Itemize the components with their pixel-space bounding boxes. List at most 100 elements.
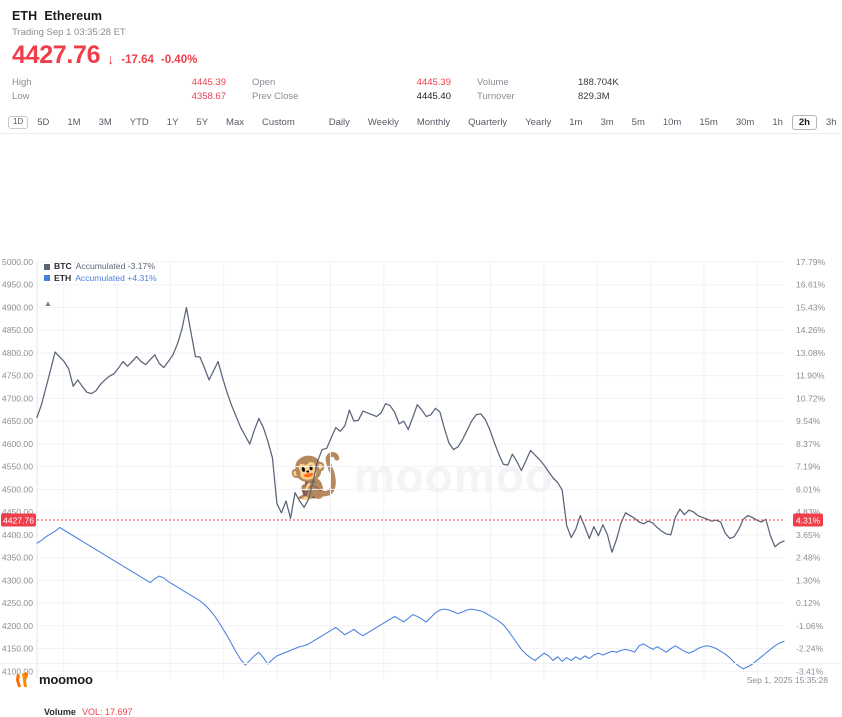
interval-5m-button[interactable]: 5m [631, 117, 645, 128]
interval-15m-button[interactable]: 15m [699, 117, 718, 128]
y-axis-left-tick: 4250.00 [2, 598, 33, 608]
y-axis-right-tick: 17.79% [796, 257, 826, 267]
stat-value-open: 4445.39 [416, 77, 451, 88]
current-price-badge-left: 4427.76 [1, 513, 36, 527]
y-axis-left-tick: 4900.00 [2, 302, 33, 312]
volume-panel-title: Volume [44, 707, 76, 717]
y-axis-left-tick: 4350.00 [2, 553, 33, 563]
y-axis-right-tick: 15.43% [796, 302, 826, 312]
range-1d-button[interactable]: 1D [8, 116, 29, 129]
quote-header: ETH Ethereum Trading Sep 1 03:35:28 ET 4… [0, 0, 842, 102]
interval-1h-button[interactable]: 1h [772, 117, 783, 128]
legend-item-eth[interactable]: ETH Accumulated +4.31% [44, 273, 157, 285]
y-axis-left-tick: 4150.00 [2, 644, 33, 654]
svg-text:4427.76: 4427.76 [3, 515, 34, 525]
y-axis-right-tick: 3.65% [796, 530, 821, 540]
last-price: 4427.76 [12, 41, 101, 69]
y-axis-left-tick: 5000.00 [2, 257, 33, 267]
legend-value-eth: Accumulated +4.31% [75, 272, 157, 283]
y-axis-right-tick: -1.06% [796, 621, 824, 631]
y-axis-right-tick: 9.54% [796, 416, 821, 426]
symbol-row: ETH Ethereum [12, 9, 830, 23]
series-line-btc [36, 306, 785, 553]
page-footer: moomoo Sep 1, 2025 15:35:28 [0, 663, 842, 695]
y-axis-right-tick: 13.08% [796, 348, 826, 358]
brand-name: moomoo [39, 672, 93, 687]
price-change: -17.64 [121, 53, 154, 66]
symbol-name: Ethereum [44, 9, 102, 23]
range-ytd-button[interactable]: YTD [129, 117, 149, 128]
y-axis-right-tick: 14.26% [796, 325, 826, 335]
period-monthly-button[interactable]: Monthly [416, 117, 451, 128]
y-axis-right-tick: 8.37% [796, 439, 821, 449]
y-axis-left-tick: 4450.00 [2, 507, 33, 517]
period-quarterly-button[interactable]: Quarterly [468, 117, 508, 128]
y-axis-right-tick: -2.24% [796, 644, 824, 654]
price-chart-svg[interactable]: 5000.00 17.79% 4950.00 16.61% 4900.00 15.43% 4… [0, 134, 842, 679]
legend-name-btc: BTC [54, 261, 72, 271]
footer-timestamp: Sep 1, 2025 15:35:28 [746, 674, 828, 685]
interval-3m-button[interactable]: 3m [600, 117, 614, 128]
y-axis-left-tick: 4750.00 [2, 371, 33, 381]
range-5d-button[interactable]: 5D [37, 117, 50, 128]
y-axis-left-tick: 4550.00 [2, 462, 33, 472]
y-axis-right-tick: 0.12% [796, 598, 821, 608]
interval-2h-button[interactable]: 2h [791, 115, 817, 130]
quote-stats: High 4445.39 Open 4445.39 Volume 188.704… [12, 77, 830, 102]
interval-3h-button[interactable]: 3h [825, 117, 837, 128]
period-yearly-button[interactable]: Yearly [525, 117, 552, 128]
legend-item-btc[interactable]: BTC Accumulated -3.17% [44, 261, 157, 273]
stat-value-turnover: 829.3M [578, 91, 610, 102]
volume-current-value: VOL: 17.697 [82, 707, 133, 717]
stat-label-high: High [12, 77, 32, 88]
period-daily-button[interactable]: Daily [328, 117, 350, 128]
y-axis-right-tick: 7.19% [796, 462, 821, 472]
interval-1m-button[interactable]: 1m [569, 117, 583, 128]
y-axis-left-tick: 4200.00 [2, 621, 33, 631]
trading-status: Trading Sep 1 03:35:28 ET [12, 27, 126, 38]
chart-watermark: 🐒 moomoo [0, 449, 842, 503]
y-axis-right-tick: -3.41% [796, 666, 824, 676]
y-axis-right-tick: 10.72% [796, 393, 826, 403]
interval-30m-button[interactable]: 30m [735, 117, 755, 128]
stat-label-turnover: Turnover [477, 91, 515, 102]
moomoo-logo-icon [16, 671, 28, 687]
y-axis-left-tick: 4600.00 [2, 439, 33, 449]
legend-swatch-eth [44, 275, 50, 282]
price-row: 4427.76 ↓ -17.64 -0.40% [12, 43, 830, 68]
current-change-badge-right: 4.31% [793, 513, 823, 527]
y-axis-left-tick: 4100.00 [2, 666, 33, 676]
range-1y-button[interactable]: 1Y [166, 117, 179, 128]
watermark-text: moomoo [353, 450, 554, 502]
interval-10m-button[interactable]: 10m [662, 117, 682, 128]
chart-toolbar[interactable]: 1D 5D 1M 3M YTD 1Y 5Y Max Custom Daily W… [0, 112, 842, 134]
watermark-logo-icon: 🐒 [288, 452, 344, 501]
stat-label-open: Open [252, 77, 276, 88]
stat-label-low: Low [12, 91, 30, 102]
y-axis-left-tick: 4400.00 [2, 530, 33, 540]
range-5y-button[interactable]: 5Y [196, 117, 209, 128]
stat-value-prev-close: 4445.40 [416, 91, 451, 102]
y-axis-left-tick: 4500.00 [2, 484, 33, 494]
y-axis-right-tick: 11.90% [796, 371, 825, 381]
price-direction-arrow-icon: ↓ [107, 51, 115, 67]
stat-value-low: 4358.67 [191, 91, 226, 102]
y-axis-left-tick: 4700.00 [2, 393, 33, 403]
chart-area[interactable]: 🐒 moomoo 5000.00 17.79% 4950.00 16.61% 4900.… [0, 134, 842, 717]
period-weekly-button[interactable]: Weekly [367, 117, 399, 128]
price-change-percent: -0.40% [160, 53, 198, 66]
range-3m-button[interactable]: 3M [98, 117, 112, 128]
stat-value-high: 4445.39 [191, 77, 226, 88]
stat-label-volume: Volume [477, 77, 509, 88]
y-axis-right-tick: 6.01% [796, 484, 821, 494]
svg-text:4.31%: 4.31% [796, 515, 821, 525]
range-1m-button[interactable]: 1M [67, 117, 81, 128]
y-axis-left-tick: 4800.00 [2, 348, 33, 358]
y-axis-right-tick: 1.30% [796, 575, 821, 585]
range-max-button[interactable]: Max [226, 117, 244, 128]
range-custom-button[interactable]: Custom [262, 117, 295, 128]
y-axis-left-tick: 4300.00 [2, 575, 33, 585]
y-axis-left-tick: 4950.00 [2, 280, 33, 290]
chart-legend: BTC Accumulated -3.17% ETH Accumulated +… [44, 261, 157, 284]
brand-logo: moomoo [14, 671, 93, 689]
